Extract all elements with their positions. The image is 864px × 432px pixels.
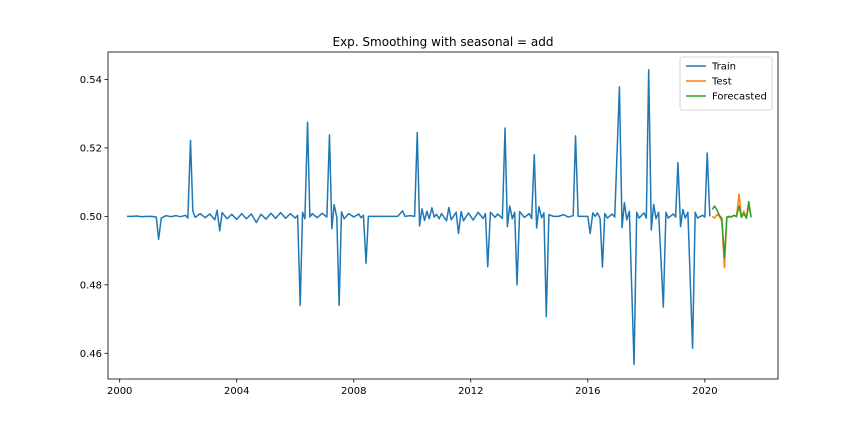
chart-title: Exp. Smoothing with seasonal = add — [332, 35, 553, 49]
y-tick-label: 0.52 — [80, 143, 102, 154]
y-tick-label: 0.46 — [80, 349, 102, 360]
legend-label-test: Test — [711, 77, 732, 88]
x-tick-label: 2004 — [224, 386, 249, 397]
y-axis: 0.46 0.48 0.50 0.52 0.54 — [80, 75, 108, 360]
plot-frame — [107, 51, 779, 380]
series-line-train — [127, 69, 711, 366]
y-tick-label: 0.54 — [80, 75, 102, 86]
plot-lines — [127, 69, 752, 366]
x-tick-label: 2000 — [107, 386, 132, 397]
legend: Train Test Forecasted — [679, 56, 773, 111]
legend-label-forecasted: Forecasted — [712, 92, 767, 103]
y-tick-label: 0.48 — [80, 280, 102, 291]
x-tick-label: 2020 — [692, 386, 717, 397]
x-tick-label: 2012 — [458, 386, 483, 397]
y-tick-label: 0.50 — [80, 212, 102, 223]
series-line-forecasted — [711, 200, 752, 259]
legend-label-train: Train — [711, 62, 736, 73]
x-tick-label: 2008 — [341, 386, 366, 397]
x-axis: 2000 2004 2008 2012 2016 2020 — [107, 379, 718, 397]
x-tick-label: 2016 — [575, 386, 600, 397]
